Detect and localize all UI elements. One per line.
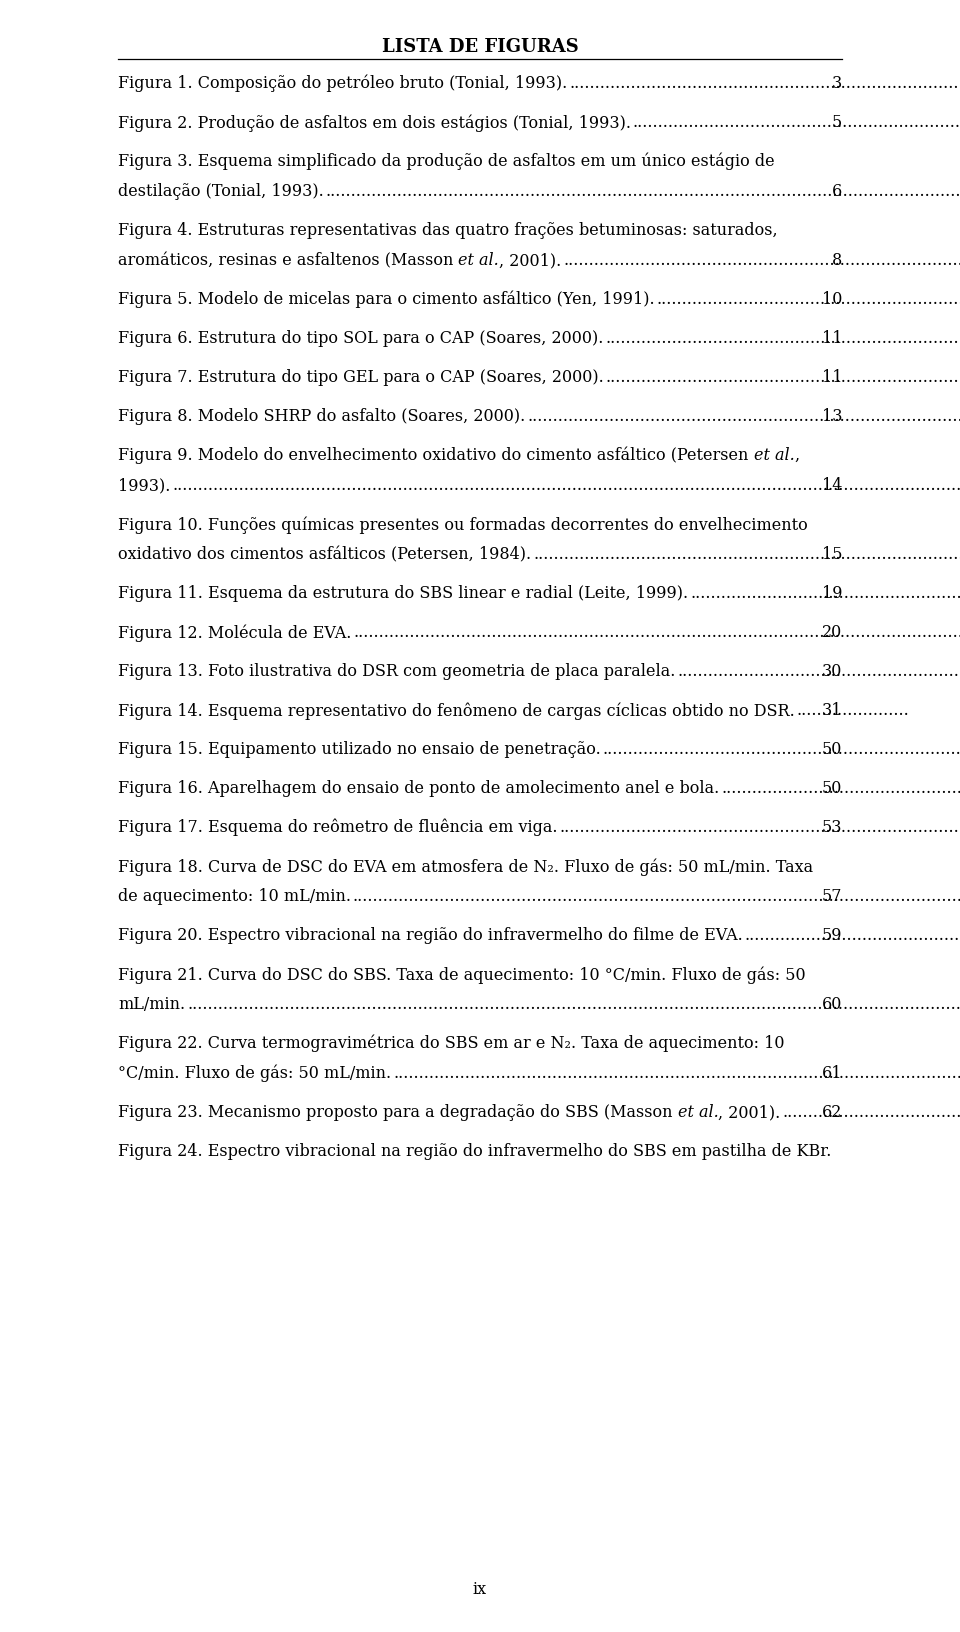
Text: Figura 14. Esquema representativo do fenômeno de cargas cíclicas obtido no DSR.: Figura 14. Esquema representativo do fen… [118, 702, 795, 720]
Text: ................................................................................: ........................................… [394, 1064, 960, 1082]
Text: 13: 13 [822, 408, 842, 424]
Text: .....................................: ..................................... [782, 1103, 960, 1120]
Text: et al.: et al. [678, 1103, 718, 1120]
Text: 59: 59 [822, 927, 842, 943]
Text: ix: ix [473, 1580, 487, 1598]
Text: Figura 2. Produção de asfaltos em dois estágios (Tonial, 1993).: Figura 2. Produção de asfaltos em dois e… [118, 114, 631, 132]
Text: Figura 22. Curva termogravimétrica do SBS em ar e N₂. Taxa de aquecimento: 10: Figura 22. Curva termogravimétrica do SB… [118, 1035, 784, 1053]
Text: ......................: ...................... [797, 702, 909, 718]
Text: 57: 57 [822, 888, 842, 904]
Text: 3: 3 [831, 75, 842, 91]
Text: Figura 11. Esquema da estrutura do SBS linear e radial (Leite, 1999).: Figura 11. Esquema da estrutura do SBS l… [118, 584, 688, 602]
Text: Figura 23. Mecanismo proposto para a degradação do SBS (Masson: Figura 23. Mecanismo proposto para a deg… [118, 1103, 678, 1120]
Text: Figura 21. Curva do DSC do SBS. Taxa de aquecimento: 10 °C/min. Fluxo de gás: 50: Figura 21. Curva do DSC do SBS. Taxa de … [118, 966, 805, 982]
Text: 50: 50 [822, 741, 842, 757]
Text: 1993).: 1993). [118, 477, 170, 494]
Text: 60: 60 [822, 996, 842, 1012]
Text: LISTA DE FIGURAS: LISTA DE FIGURAS [382, 38, 578, 55]
Text: ................................................................................: ........................................… [721, 780, 960, 796]
Text: Figura 13. Foto ilustrativa do DSR com geometria de placa paralela.: Figura 13. Foto ilustrativa do DSR com g… [118, 663, 676, 679]
Text: Figura 6. Estrutura do tipo SOL para o CAP (Soares, 2000).: Figura 6. Estrutura do tipo SOL para o C… [118, 330, 604, 346]
Text: Figura 12. Molécula de EVA.: Figura 12. Molécula de EVA. [118, 623, 351, 641]
Text: Figura 7. Estrutura do tipo GEL para o CAP (Soares, 2000).: Figura 7. Estrutura do tipo GEL para o C… [118, 369, 604, 385]
Text: ,: , [794, 447, 800, 463]
Text: Figura 10. Funções químicas presentes ou formadas decorrentes do envelhecimento: Figura 10. Funções químicas presentes ou… [118, 516, 807, 534]
Text: ................................................................................: ........................................… [187, 996, 960, 1012]
Text: ................................................................................: ........................................… [533, 545, 960, 563]
Text: 11: 11 [822, 369, 842, 385]
Text: ................................................................................: ........................................… [564, 251, 960, 269]
Text: ................................................................................: ........................................… [690, 584, 960, 602]
Text: ................................................................................: ........................................… [173, 477, 960, 494]
Text: Figura 5. Modelo de micelas para o cimento asfáltico (Yen, 1991).: Figura 5. Modelo de micelas para o cimen… [118, 290, 655, 308]
Text: ................................................................................: ........................................… [606, 330, 960, 346]
Text: Figura 20. Espectro vibracional na região do infravermelho do filme de EVA.: Figura 20. Espectro vibracional na regiã… [118, 927, 743, 943]
Text: mL/min.: mL/min. [118, 996, 185, 1012]
Text: et al.: et al. [459, 251, 499, 269]
Text: ................................................................................: ........................................… [657, 290, 960, 308]
Text: 14: 14 [822, 477, 842, 494]
Text: 15: 15 [822, 545, 842, 563]
Text: , 2001).: , 2001). [718, 1103, 780, 1120]
Text: Figura 8. Modelo SHRP do asfalto (Soares, 2000).: Figura 8. Modelo SHRP do asfalto (Soares… [118, 408, 525, 424]
Text: ................................................................................: ........................................… [569, 75, 960, 91]
Text: ................................................................................: ........................................… [678, 663, 960, 679]
Text: Figura 3. Esquema simplificado da produção de asfaltos em um único estágio de: Figura 3. Esquema simplificado da produç… [118, 153, 775, 170]
Text: 10: 10 [822, 290, 842, 308]
Text: Figura 24. Espectro vibracional na região do infravermelho do SBS em pastilha de: Figura 24. Espectro vibracional na regiã… [118, 1142, 831, 1159]
Text: de aquecimento: 10 mL/min.: de aquecimento: 10 mL/min. [118, 888, 351, 904]
Text: 20: 20 [822, 623, 842, 641]
Text: 61: 61 [822, 1064, 842, 1082]
Text: 8: 8 [831, 251, 842, 269]
Text: Figura 18. Curva de DSC do EVA em atmosfera de N₂. Fluxo de gás: 50 mL/min. Taxa: Figura 18. Curva de DSC do EVA em atmosf… [118, 857, 813, 875]
Text: Figura 4. Estruturas representativas das quatro frações betuminosas: saturados,: Figura 4. Estruturas representativas das… [118, 222, 778, 238]
Text: ................................................................................: ........................................… [325, 183, 960, 199]
Text: aromáticos, resinas e asfaltenos (Masson: aromáticos, resinas e asfaltenos (Masson [118, 251, 459, 269]
Text: destilação (Tonial, 1993).: destilação (Tonial, 1993). [118, 183, 324, 199]
Text: 6: 6 [831, 183, 842, 199]
Text: ................................................................................: ........................................… [353, 623, 960, 641]
Text: 19: 19 [822, 584, 842, 602]
Text: 50: 50 [822, 780, 842, 796]
Text: ................................................................................: ........................................… [633, 114, 960, 131]
Text: , 2001).: , 2001). [499, 251, 562, 269]
Text: Figura 17. Esquema do reômetro de fluência em viga.: Figura 17. Esquema do reômetro de fluênc… [118, 819, 558, 836]
Text: Figura 1. Composição do petróleo bruto (Tonial, 1993).: Figura 1. Composição do petróleo bruto (… [118, 75, 567, 93]
Text: 62: 62 [822, 1103, 842, 1120]
Text: Figura 16. Aparelhagem do ensaio de ponto de amolecimento anel e bola.: Figura 16. Aparelhagem do ensaio de pont… [118, 780, 719, 796]
Text: ..........................................................................: ........................................… [745, 927, 960, 943]
Text: °C/min. Fluxo de gás: 50 mL/min.: °C/min. Fluxo de gás: 50 mL/min. [118, 1064, 391, 1082]
Text: ................................................................................: ........................................… [527, 408, 960, 424]
Text: ................................................................................: ........................................… [560, 819, 960, 836]
Text: ................................................................................: ........................................… [353, 888, 960, 904]
Text: Figura 15. Equipamento utilizado no ensaio de penetração.: Figura 15. Equipamento utilizado no ensa… [118, 741, 601, 757]
Text: 30: 30 [822, 663, 842, 679]
Text: Figura 9. Modelo do envelhecimento oxidativo do cimento asfáltico (Petersen: Figura 9. Modelo do envelhecimento oxida… [118, 447, 754, 463]
Text: 53: 53 [822, 819, 842, 836]
Text: ................................................................................: ........................................… [603, 741, 960, 757]
Text: oxidativo dos cimentos asfálticos (Petersen, 1984).: oxidativo dos cimentos asfálticos (Peter… [118, 545, 531, 563]
Text: ................................................................................: ........................................… [606, 369, 960, 385]
Text: 5: 5 [831, 114, 842, 131]
Text: 11: 11 [822, 330, 842, 346]
Text: et al.: et al. [754, 447, 794, 463]
Text: 31: 31 [822, 702, 842, 718]
